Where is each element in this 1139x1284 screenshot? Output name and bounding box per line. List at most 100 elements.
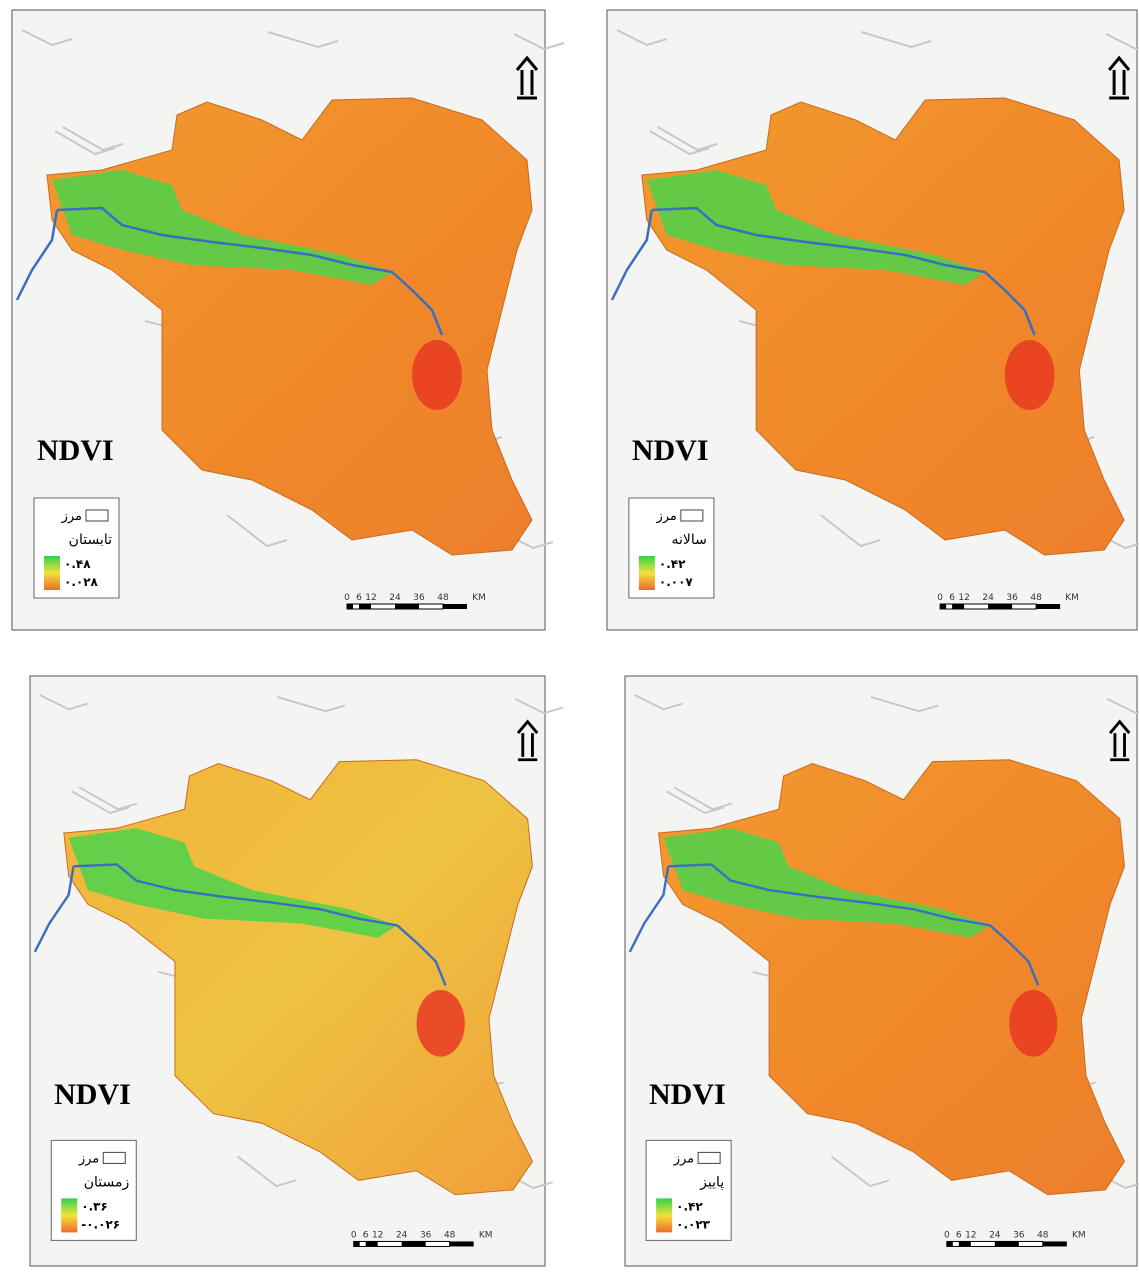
terrain-line [267, 31, 339, 49]
terrain-line [39, 694, 89, 711]
scale-label: 0 [937, 593, 943, 603]
river-outside [610, 209, 653, 301]
boundary-swatch [697, 1151, 721, 1164]
terrain-line [1105, 33, 1139, 51]
scale-segment [952, 604, 965, 609]
scale-label: 48 [437, 593, 449, 603]
map-panel: NDVI مرز پاییز ۰.۴۲ ۰.۰۲۳ 0 6 12 24 36 48 KM [624, 675, 1139, 1267]
scale-label: 36 [1006, 593, 1018, 603]
scale-segment [347, 604, 353, 609]
river [651, 206, 1036, 336]
map-title: NDVI [649, 1078, 726, 1111]
terrain-line [657, 126, 718, 152]
scale-label: 0 [351, 1230, 357, 1240]
color-ramp [61, 1198, 78, 1233]
scale-bar: 0 6 12 24 36 48 KM [344, 593, 486, 610]
terrain-line [616, 29, 667, 47]
map-title: NDVI [632, 434, 709, 467]
north-arrow [1108, 55, 1131, 100]
scale-label: 24 [989, 1230, 1001, 1240]
terrain-line [665, 790, 725, 815]
legend: مرز سالانه ۰.۴۲ ۰.۰۰۷ [628, 497, 715, 599]
terrain-line [21, 29, 73, 47]
scale-segment [365, 1241, 378, 1247]
low-ndvi-area [412, 340, 462, 410]
scale-label: 12 [365, 593, 376, 603]
scale-segment [395, 604, 419, 609]
scale-label: KM [1065, 593, 1079, 603]
legend-max: ۰.۴۲ [676, 1199, 703, 1213]
river [668, 863, 1040, 986]
terrain-line [54, 130, 116, 156]
scale-label: 36 [1013, 1230, 1025, 1240]
north-arrow [516, 719, 539, 762]
scale-bar: 0 6 12 24 36 48 KM [937, 593, 1079, 610]
map-content [628, 694, 1139, 1196]
legend-boundary: مرز [673, 1151, 694, 1166]
map-panel: NDVI مرز زمستان ۰.۳۶ -۰.۰۲۶ 0 6 12 24 36 48 KM [29, 675, 564, 1267]
legend-season: تابستان [69, 532, 112, 548]
legend-boundary: مرز [61, 509, 82, 524]
river [73, 863, 447, 986]
legend-season: زمستان [84, 1174, 130, 1190]
legend-min: ۰.۰۲۳ [676, 1217, 711, 1231]
boundary-swatch [102, 1151, 126, 1164]
scale-label: 6 [363, 1230, 369, 1240]
terrain-line [870, 696, 939, 713]
scale-label: 6 [949, 593, 955, 603]
boundary-swatch [85, 509, 109, 522]
scale-segment [958, 1241, 971, 1247]
scale-label: KM [1072, 1230, 1086, 1240]
scale-segment [401, 1241, 426, 1247]
scale-segment [359, 604, 371, 609]
legend-season: پاییز [699, 1174, 724, 1190]
scale-label: 24 [982, 593, 994, 603]
terrain-line [861, 31, 932, 49]
scale-segment [443, 604, 467, 609]
vegetation-zone [52, 170, 392, 285]
legend-max: ۰.۴۸ [64, 557, 91, 571]
legend-min: -۰.۰۲۶ [81, 1217, 120, 1231]
scale-label: KM [479, 1230, 493, 1240]
scale-segment [940, 604, 947, 609]
scale-label: 48 [1030, 593, 1042, 603]
scale-label: 12 [372, 1230, 383, 1240]
legend-boundary: مرز [655, 509, 676, 524]
color-ramp [656, 1198, 673, 1233]
scale-label: 24 [389, 593, 401, 603]
legend: مرز تابستان ۰.۴۸ ۰.۰۲۸ [33, 497, 120, 599]
scale-label: 36 [413, 593, 425, 603]
color-ramp [44, 556, 60, 590]
scale-label: 24 [396, 1230, 408, 1240]
scale-label: 48 [1037, 1230, 1049, 1240]
terrain-line [237, 1155, 296, 1188]
boundary-swatch [680, 509, 704, 522]
legend-max: ۰.۴۲ [659, 557, 686, 571]
scale-label: KM [472, 593, 486, 603]
north-arrow [1108, 719, 1131, 762]
map-content [610, 29, 1139, 556]
river-outside [628, 866, 670, 953]
legend: مرز پاییز ۰.۴۲ ۰.۰۲۳ [645, 1139, 732, 1241]
terrain-line [514, 697, 564, 715]
scale-label: 0 [344, 593, 350, 603]
low-ndvi-area [416, 990, 465, 1057]
scale-segment [988, 604, 1013, 609]
vegetation-zone [68, 828, 398, 938]
legend-min: ۰.۰۰۷ [659, 575, 694, 589]
terrain-line [649, 130, 710, 156]
scale-segment [946, 1241, 953, 1247]
scale-label: 6 [956, 1230, 962, 1240]
scale-label: 0 [944, 1230, 950, 1240]
terrain-line [673, 786, 732, 811]
legend-max: ۰.۳۶ [81, 1199, 108, 1213]
map-panel: NDVI مرز سالانه ۰.۴۲ ۰.۰۰۷ 0 6 12 24 36 48 KM [606, 9, 1139, 631]
low-ndvi-area [1004, 340, 1055, 410]
scale-label: 6 [356, 593, 362, 603]
map-content [33, 694, 564, 1196]
scale-segment [353, 1241, 360, 1247]
vegetation-zone [663, 828, 991, 938]
terrain-line [830, 1155, 890, 1188]
map-title: NDVI [37, 434, 114, 467]
terrain-line [78, 786, 138, 811]
